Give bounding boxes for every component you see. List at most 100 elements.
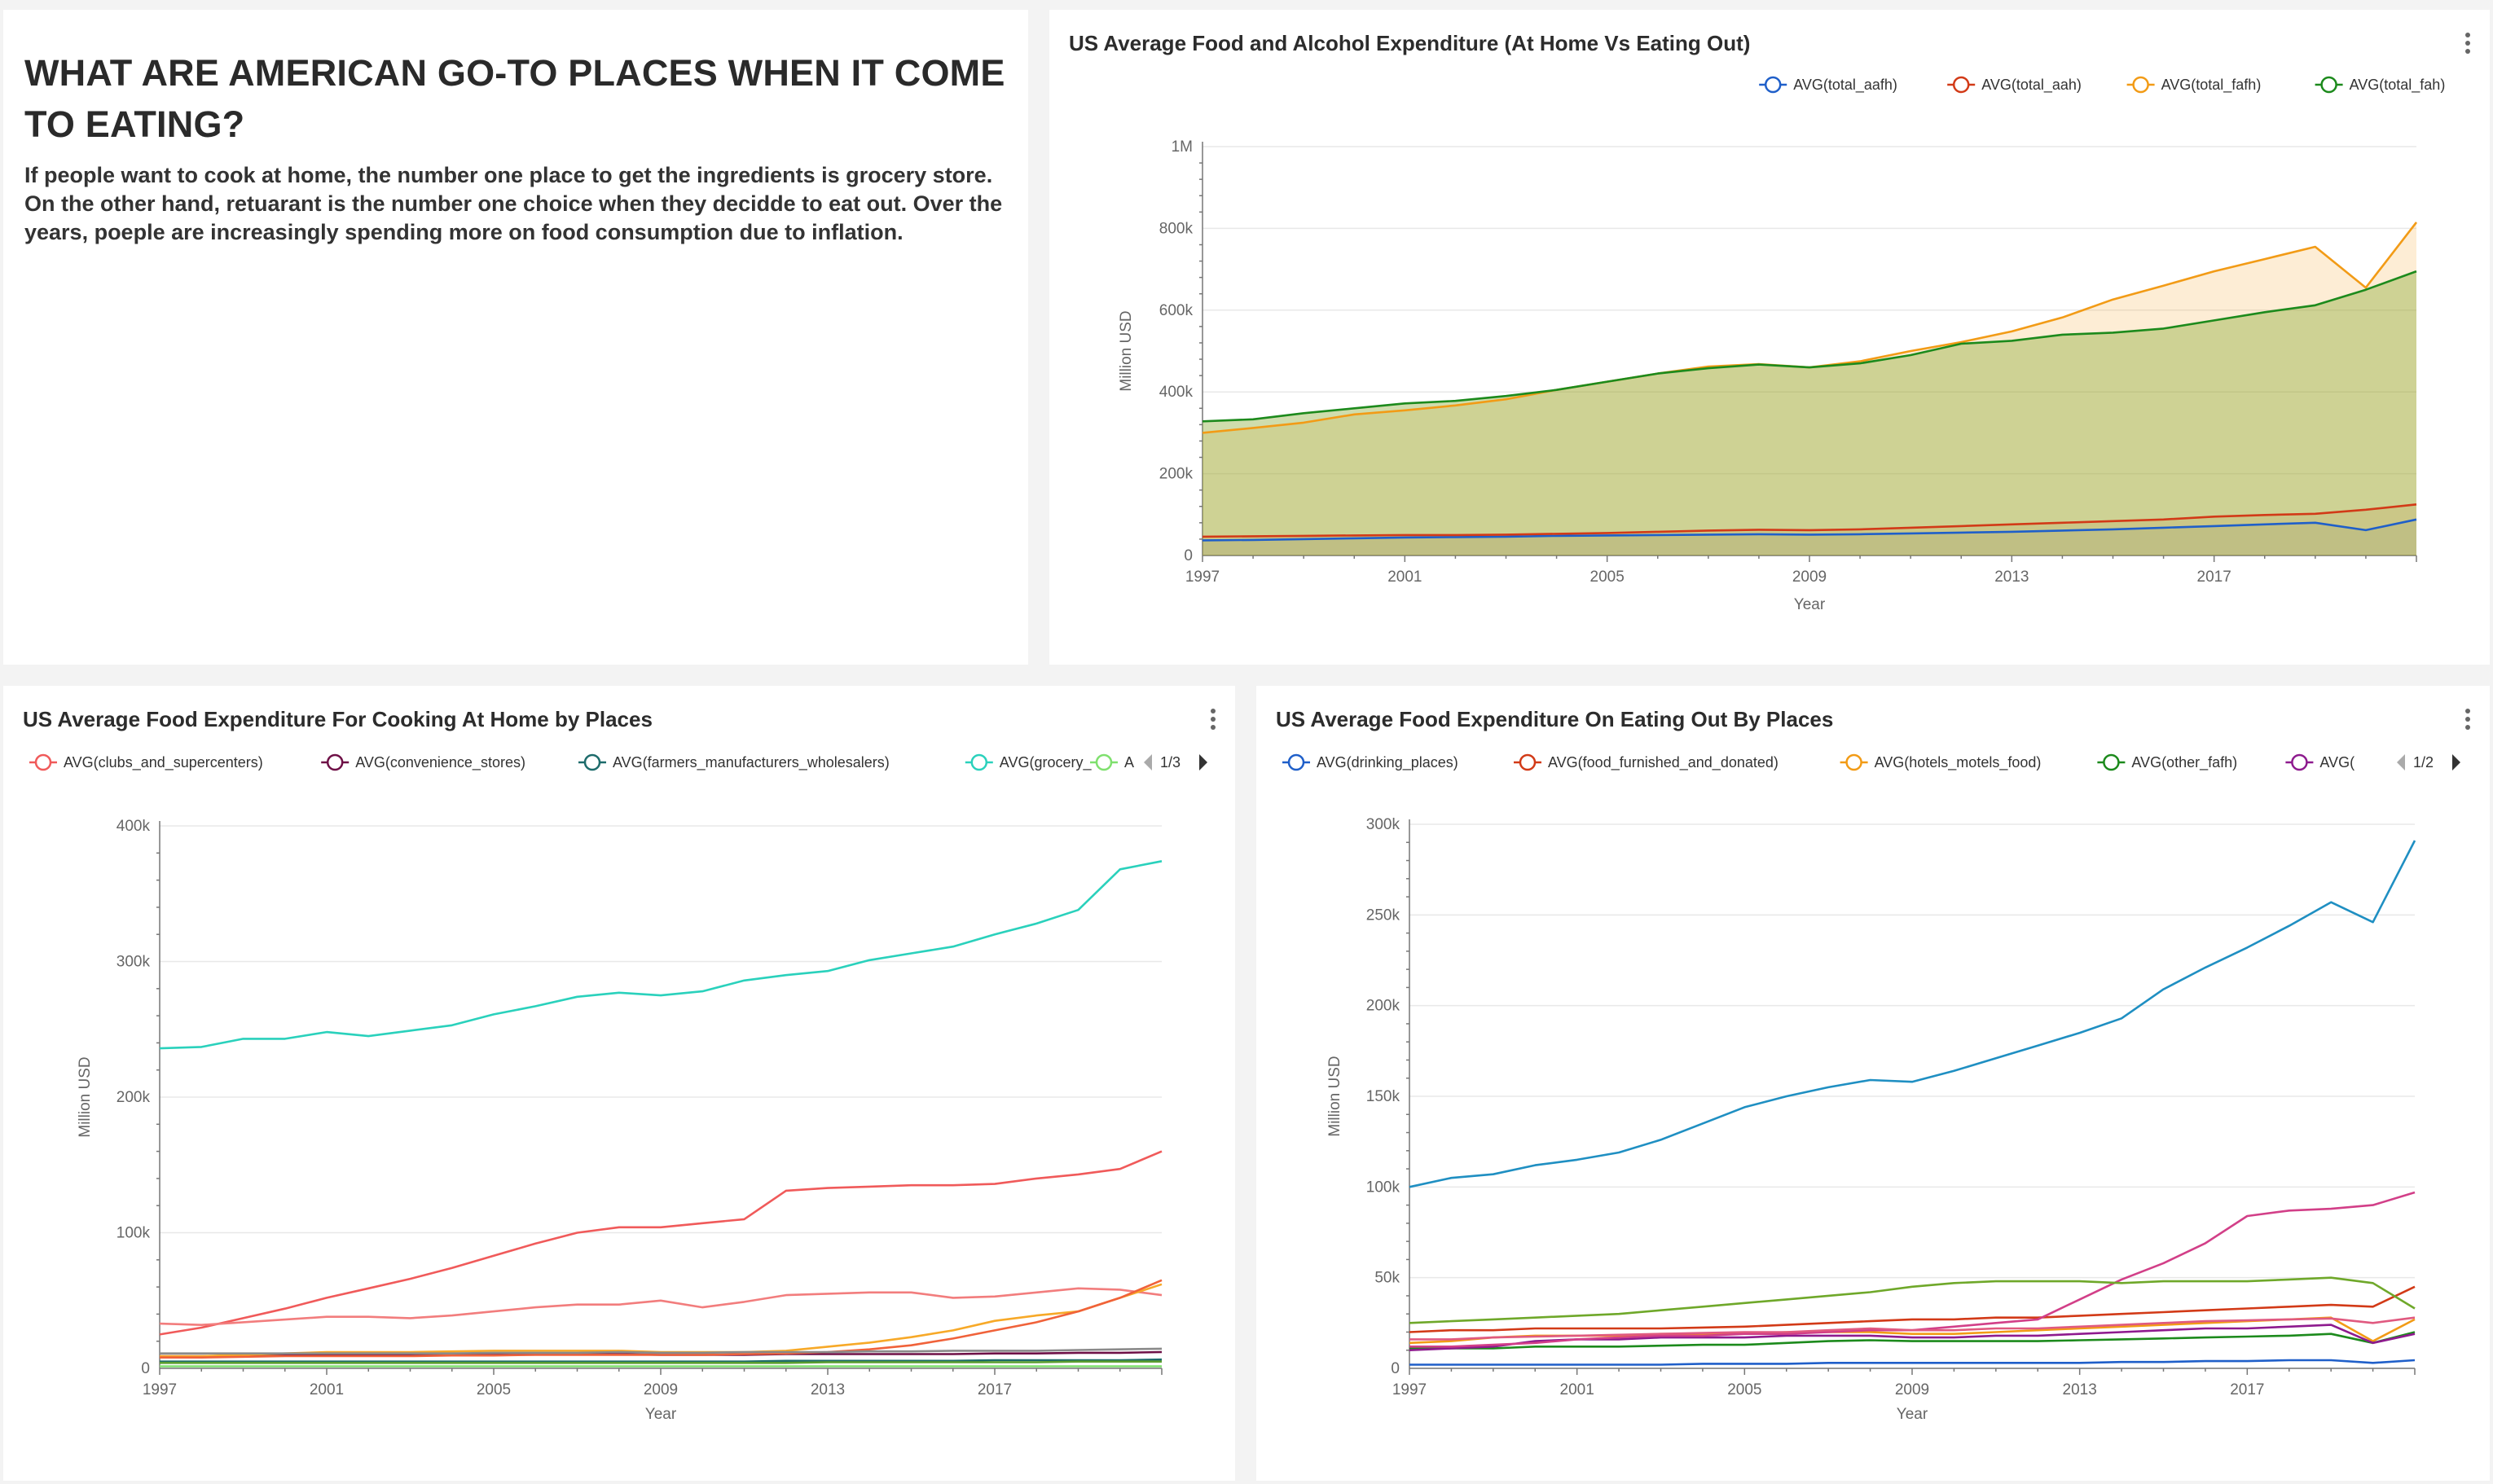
legend-marker-circle (2320, 76, 2337, 94)
legend-item: AVG(other_fafh) (2131, 754, 2237, 771)
series-line-8 (1409, 1316, 2416, 1341)
dashboard-description: If people want to cook at home, the numb… (24, 163, 1003, 244)
y-tick-label: 150k (1366, 1088, 1400, 1105)
y-axis-title: Million USD (1118, 310, 1135, 391)
legend-marker-circle (326, 753, 344, 771)
legend-marker-circle (1845, 753, 1862, 771)
y-tick-label: 400k (1159, 384, 1194, 401)
x-tick-label: 1997 (143, 1381, 177, 1398)
legend-marker-circle (2291, 753, 2308, 771)
x-tick-label: 2009 (1792, 569, 1827, 586)
x-tick-label: 2001 (1560, 1381, 1594, 1398)
legend-item: AVG(food_furnished_and_donated) (1548, 754, 1779, 771)
legend-item: AVG(convenience_stores) (355, 754, 525, 771)
series-line-7 (160, 1279, 1163, 1359)
chart-card-eating-out-places: US Average Food Expenditure On Eating Ou… (1256, 686, 2490, 1481)
x-axis-title: Year (1897, 1406, 1928, 1423)
series-line-9 (160, 1347, 1163, 1355)
area-fill-0 (1203, 519, 2416, 555)
x-tick-label: 2013 (2063, 1381, 2097, 1398)
y-tick-label: 200k (1366, 998, 1400, 1015)
series-line-5 (159, 1287, 1163, 1327)
series-line-3 (159, 860, 1163, 1050)
x-tick-label: 2009 (1895, 1381, 1929, 1398)
legend-marker-circle (583, 753, 601, 771)
chart-svg: 0 200k 400k 600k 800k 1M 1997 2001 2005 2009 2013 2… (1118, 76, 2445, 613)
legend-marker-circle (2132, 76, 2149, 94)
series-line-5 (1409, 840, 2416, 1188)
series-line-2 (160, 1358, 1163, 1363)
series-line-1 (1409, 1285, 2416, 1333)
legend-marker-circle (1764, 76, 1782, 94)
chart-title: US Average Food Expenditure On Eating Ou… (1276, 707, 1834, 731)
chart-menu-kebab-icon[interactable] (1209, 709, 1217, 733)
y-tick-label: 200k (117, 1089, 151, 1106)
x-tick-label: 1997 (1392, 1381, 1427, 1398)
y-tick-label: 400k (117, 818, 151, 835)
legend-marker-circle (2103, 753, 2120, 771)
legend-next-arrow-icon[interactable] (2452, 754, 2460, 771)
area-fill-2 (1203, 222, 2416, 555)
series-line-6 (1409, 1191, 2416, 1348)
legend-item: AVG(total_aah) (1981, 77, 2082, 94)
legend-item: AVG(drinking_places) (1317, 754, 1458, 771)
legend-marker-circle (1095, 753, 1113, 771)
legend-marker-circle (1519, 753, 1537, 771)
legend-next-arrow-icon[interactable] (1199, 754, 1207, 771)
chart-title: US Average Food Expenditure For Cooking … (23, 707, 653, 731)
legend-item: AVG(clubs_and_supercenters) (64, 754, 263, 771)
legend-prev-arrow-icon[interactable] (2397, 754, 2405, 771)
x-tick-label: 2005 (1590, 569, 1625, 586)
legend-item: AVG(farmers_manufacturers_wholesalers) (613, 754, 890, 771)
x-tick-label: 2013 (811, 1381, 845, 1398)
y-axis-title: Million USD (77, 1056, 94, 1137)
chart-svg: 0 50k 100k 150k 200k 250k 300k 1997 2001 2005 2009… (1282, 753, 2460, 1423)
series-line-0 (1409, 1359, 2416, 1366)
x-tick-label: 2001 (310, 1381, 344, 1398)
text-panel: WHAT ARE AMERICAN GO-TO PLACES WHEN IT C… (3, 10, 1028, 665)
x-axis-title: Year (1794, 596, 1826, 613)
x-tick-label: 2005 (477, 1381, 511, 1398)
y-tick-label: 100k (117, 1225, 151, 1242)
x-tick-label: 2017 (2230, 1381, 2264, 1398)
series-line-3 (1202, 270, 2417, 423)
y-tick-label: 800k (1159, 220, 1194, 237)
y-tick-label: 300k (1366, 816, 1400, 833)
y-tick-label: 300k (117, 954, 151, 971)
y-tick-label: 0 (1391, 1360, 1400, 1377)
y-tick-label: 1M (1172, 138, 1193, 156)
y-tick-label: 200k (1159, 466, 1194, 483)
legend-marker-circle (1287, 753, 1305, 771)
y-tick-label: 0 (1184, 547, 1193, 564)
x-tick-label: 2017 (2197, 569, 2231, 586)
y-tick-label: 100k (1366, 1179, 1400, 1196)
legend-marker-circle (1952, 76, 1970, 94)
series-line-1 (1202, 503, 2417, 538)
chart-menu-kebab-icon[interactable] (2464, 33, 2472, 57)
y-axis-title: Million USD (1326, 1056, 1343, 1136)
legend-item: AVG(total_fafh) (2161, 77, 2262, 94)
y-tick-label: 600k (1159, 302, 1194, 319)
series-line-7 (1409, 1276, 2416, 1324)
x-tick-label: 2009 (644, 1381, 678, 1398)
x-tick-label: 2005 (1727, 1381, 1761, 1398)
series-line-8 (160, 1360, 1162, 1364)
legend-item: AVG(hotels_motels_food) (1875, 754, 2042, 771)
area-fill-1 (1203, 504, 2416, 555)
legend-page-indicator: 1/2 (2413, 754, 2434, 771)
chart-menu-kebab-icon[interactable] (2464, 709, 2472, 733)
legend-prev-arrow-icon[interactable] (1144, 754, 1152, 771)
x-tick-label: 1997 (1185, 569, 1220, 586)
area-fill-3 (1203, 271, 2416, 555)
dashboard-heading: WHAT ARE AMERICAN GO-TO PLACES WHEN IT C… (24, 52, 1005, 145)
y-tick-label: 0 (141, 1360, 150, 1377)
legend-item: AVG( (2319, 754, 2354, 771)
chart-title: US Average Food and Alcohol Expenditure … (1069, 31, 1751, 55)
x-tick-label: 2001 (1387, 569, 1422, 586)
y-tick-label: 250k (1366, 907, 1400, 924)
chart-card-at-home-vs-eating-out: US Average Food and Alcohol Expenditure … (1049, 10, 2490, 665)
legend-marker-circle (970, 753, 988, 771)
legend-page-indicator: 1/3 (1160, 754, 1181, 771)
legend-item: AVG(grocery_ (1000, 754, 1093, 771)
legend-item-truncated: A (1124, 754, 1134, 771)
